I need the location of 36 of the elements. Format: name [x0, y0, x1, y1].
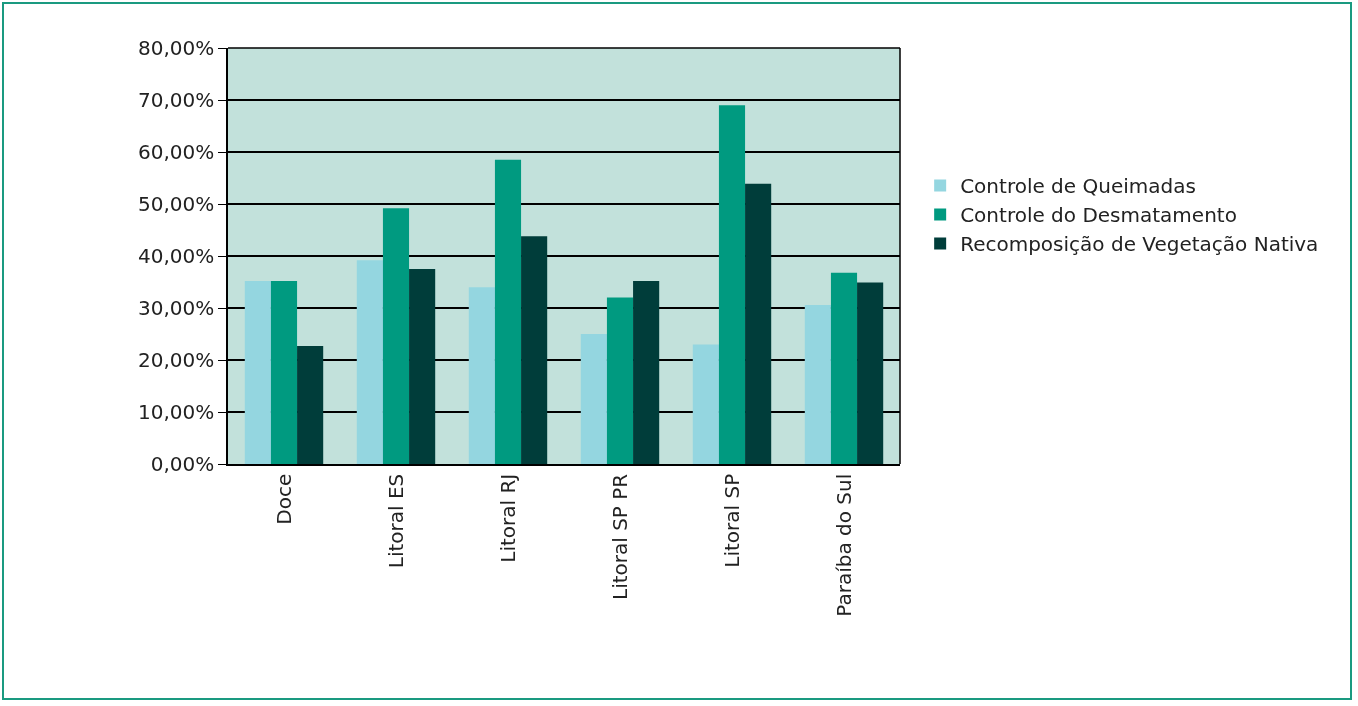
bar — [409, 269, 436, 464]
bar — [692, 344, 719, 464]
bar — [297, 345, 324, 464]
legend-label: Controle de Queimadas — [960, 174, 1196, 199]
bar — [718, 105, 746, 464]
bar — [244, 280, 271, 464]
x-tick-label: Litoral ES — [383, 473, 408, 569]
bar — [356, 260, 383, 464]
bar — [606, 297, 634, 464]
y-tick-label: 20,00% — [137, 348, 215, 372]
y-tick-label: 0,00% — [150, 452, 215, 476]
x-tick-label: Paraíba do Sul — [831, 473, 856, 617]
y-tick-label: 80,00% — [137, 36, 215, 60]
bar — [804, 304, 831, 464]
bar — [633, 280, 660, 464]
bar — [580, 334, 607, 464]
bar — [382, 208, 410, 464]
y-tick-label: 70,00% — [137, 88, 215, 112]
legend-label: Recomposição de Vegetação Nativa — [960, 232, 1319, 257]
bar — [494, 159, 522, 464]
y-tick-label: 60,00% — [137, 140, 215, 164]
y-tick-label: 40,00% — [137, 244, 215, 268]
bar — [745, 183, 772, 464]
bar — [830, 272, 858, 464]
y-tick-label: 30,00% — [137, 296, 215, 320]
bar — [521, 236, 548, 464]
bar — [857, 282, 884, 464]
y-tick-label: 50,00% — [137, 192, 215, 216]
y-tick-label: 10,00% — [137, 400, 215, 424]
x-tick-label: Litoral RJ — [495, 473, 520, 563]
bar — [270, 280, 298, 464]
bar — [468, 287, 495, 464]
x-tick-label: Doce — [271, 473, 296, 525]
legend-label: Controle do Desmatamento — [960, 203, 1237, 228]
x-tick-label: Litoral SP PR — [607, 473, 632, 600]
x-tick-label: Litoral SP — [719, 473, 744, 568]
